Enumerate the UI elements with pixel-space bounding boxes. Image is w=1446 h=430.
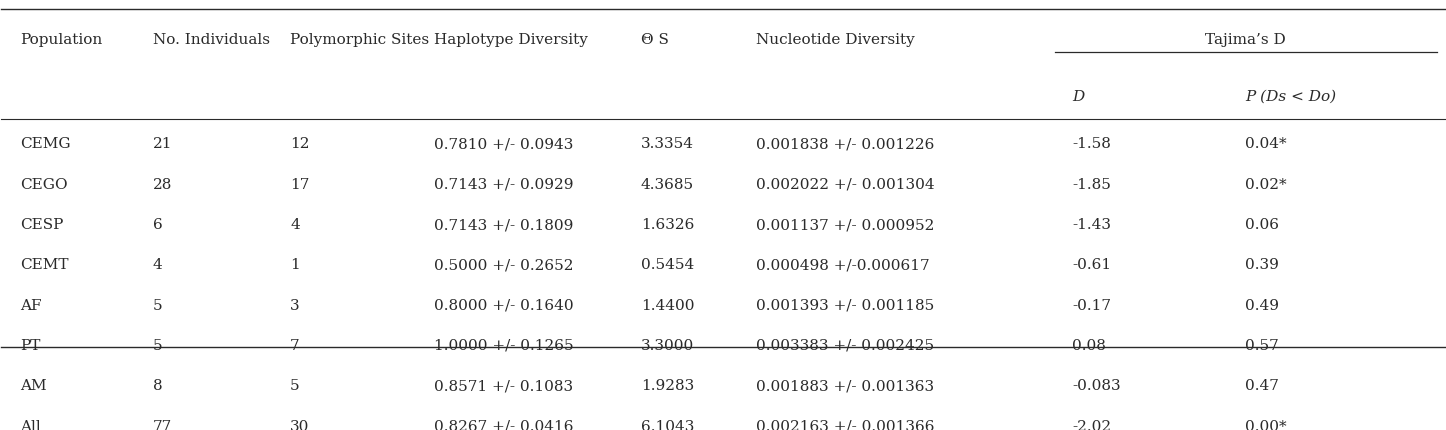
Text: D: D — [1073, 89, 1084, 104]
Text: 0.8267 +/- 0.0416: 0.8267 +/- 0.0416 — [434, 418, 574, 430]
Text: CEMT: CEMT — [20, 258, 68, 272]
Text: 7: 7 — [291, 338, 299, 352]
Text: 17: 17 — [291, 177, 309, 191]
Text: 0.7810 +/- 0.0943: 0.7810 +/- 0.0943 — [434, 137, 574, 151]
Text: 3.3000: 3.3000 — [641, 338, 694, 352]
Text: No. Individuals: No. Individuals — [153, 33, 270, 47]
Text: 4: 4 — [291, 218, 299, 231]
Text: All: All — [20, 418, 40, 430]
Text: 0.39: 0.39 — [1245, 258, 1280, 272]
Text: 3.3354: 3.3354 — [641, 137, 694, 151]
Text: 5: 5 — [153, 298, 162, 312]
Text: 0.001838 +/- 0.001226: 0.001838 +/- 0.001226 — [756, 137, 934, 151]
Text: 1.6326: 1.6326 — [641, 218, 694, 231]
Text: 0.002022 +/- 0.001304: 0.002022 +/- 0.001304 — [756, 177, 934, 191]
Text: 0.00*: 0.00* — [1245, 418, 1287, 430]
Text: 0.02*: 0.02* — [1245, 177, 1287, 191]
Text: 0.06: 0.06 — [1245, 218, 1280, 231]
Text: AM: AM — [20, 378, 46, 392]
Text: -0.61: -0.61 — [1073, 258, 1112, 272]
Text: 1.9283: 1.9283 — [641, 378, 694, 392]
Text: -1.58: -1.58 — [1073, 137, 1111, 151]
Text: 4.3685: 4.3685 — [641, 177, 694, 191]
Text: 12: 12 — [291, 137, 309, 151]
Text: 1.0000 +/- 0.1265: 1.0000 +/- 0.1265 — [434, 338, 574, 352]
Text: -2.02: -2.02 — [1073, 418, 1112, 430]
Text: 0.000498 +/-0.000617: 0.000498 +/-0.000617 — [756, 258, 930, 272]
Text: 0.5454: 0.5454 — [641, 258, 694, 272]
Text: 0.08: 0.08 — [1073, 338, 1106, 352]
Text: 0.57: 0.57 — [1245, 338, 1280, 352]
Text: 0.7143 +/- 0.0929: 0.7143 +/- 0.0929 — [434, 177, 574, 191]
Text: CEGO: CEGO — [20, 177, 68, 191]
Text: 6.1043: 6.1043 — [641, 418, 694, 430]
Text: -0.083: -0.083 — [1073, 378, 1121, 392]
Text: 5: 5 — [291, 378, 299, 392]
Text: 0.49: 0.49 — [1245, 298, 1280, 312]
Text: 8: 8 — [153, 378, 162, 392]
Text: CESP: CESP — [20, 218, 64, 231]
Text: 21: 21 — [153, 137, 172, 151]
Text: 3: 3 — [291, 298, 299, 312]
Text: 0.04*: 0.04* — [1245, 137, 1287, 151]
Text: Tajima’s D: Tajima’s D — [1205, 33, 1285, 47]
Text: P (Ds < Do): P (Ds < Do) — [1245, 89, 1336, 104]
Text: 28: 28 — [153, 177, 172, 191]
Text: Nucleotide Diversity: Nucleotide Diversity — [756, 33, 915, 47]
Text: 0.003383 +/- 0.002425: 0.003383 +/- 0.002425 — [756, 338, 934, 352]
Text: 4: 4 — [153, 258, 163, 272]
Text: 0.8000 +/- 0.1640: 0.8000 +/- 0.1640 — [434, 298, 574, 312]
Text: -1.43: -1.43 — [1073, 218, 1112, 231]
Text: 5: 5 — [153, 338, 162, 352]
Text: 1: 1 — [291, 258, 299, 272]
Text: 0.5000 +/- 0.2652: 0.5000 +/- 0.2652 — [434, 258, 574, 272]
Text: -0.17: -0.17 — [1073, 298, 1112, 312]
Text: -1.85: -1.85 — [1073, 177, 1111, 191]
Text: 0.47: 0.47 — [1245, 378, 1280, 392]
Text: 0.7143 +/- 0.1809: 0.7143 +/- 0.1809 — [434, 218, 574, 231]
Text: 6: 6 — [153, 218, 163, 231]
Text: 0.001393 +/- 0.001185: 0.001393 +/- 0.001185 — [756, 298, 934, 312]
Text: Θ S: Θ S — [641, 33, 668, 47]
Text: AF: AF — [20, 298, 42, 312]
Text: 0.002163 +/- 0.001366: 0.002163 +/- 0.001366 — [756, 418, 934, 430]
Text: 30: 30 — [291, 418, 309, 430]
Text: 77: 77 — [153, 418, 172, 430]
Text: Population: Population — [20, 33, 103, 47]
Text: 1.4400: 1.4400 — [641, 298, 694, 312]
Text: PT: PT — [20, 338, 40, 352]
Text: 0.001137 +/- 0.000952: 0.001137 +/- 0.000952 — [756, 218, 934, 231]
Text: Polymorphic Sites: Polymorphic Sites — [291, 33, 429, 47]
Text: 0.8571 +/- 0.1083: 0.8571 +/- 0.1083 — [434, 378, 574, 392]
Text: 0.001883 +/- 0.001363: 0.001883 +/- 0.001363 — [756, 378, 934, 392]
Text: CEMG: CEMG — [20, 137, 71, 151]
Text: Haplotype Diversity: Haplotype Diversity — [434, 33, 589, 47]
